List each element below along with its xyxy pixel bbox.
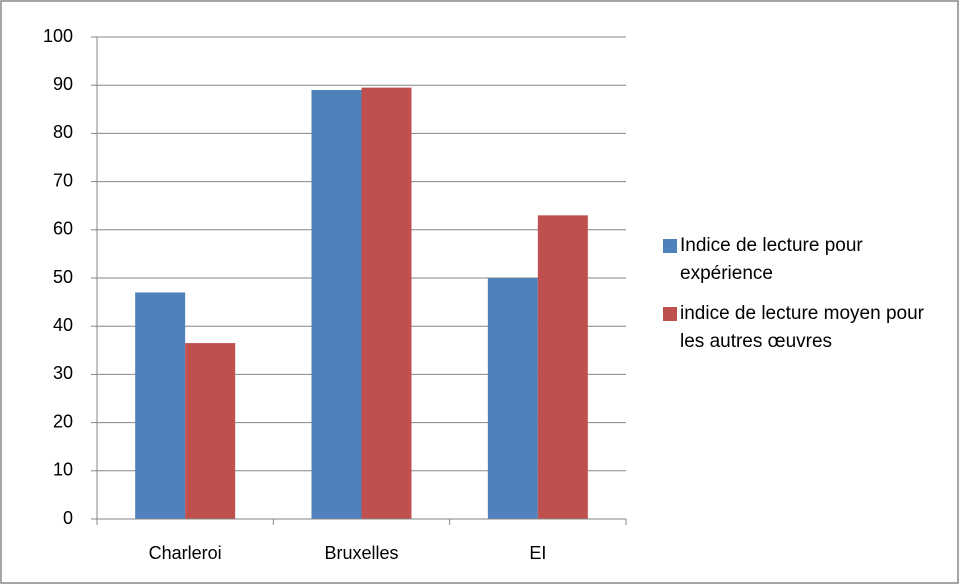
y-tick-label: 40	[53, 315, 73, 335]
legend-entry: indice de lecture moyen pour les autres …	[660, 300, 930, 356]
y-tick-label: 100	[43, 26, 73, 46]
legend-label: indice de lecture moyen pour les autres …	[680, 303, 924, 352]
y-tick-label: 90	[53, 74, 73, 94]
bar	[361, 87, 412, 520]
legend-swatch	[663, 307, 677, 321]
legend-label: Indice de lecture pour expérience	[680, 235, 863, 284]
bar	[487, 278, 538, 519]
y-tick-label: 60	[53, 219, 73, 239]
y-tick-label: 70	[53, 170, 73, 190]
x-tick-label: EI	[529, 543, 546, 563]
y-tick-label: 20	[53, 411, 73, 431]
legend-entry: Indice de lecture pour expérience	[660, 232, 930, 288]
y-tick-label: 50	[53, 267, 73, 287]
y-tick-label: 80	[53, 122, 73, 142]
y-tick-label: 30	[53, 363, 73, 383]
bar	[185, 343, 236, 519]
bar	[311, 90, 362, 520]
y-tick-label: 10	[53, 460, 73, 480]
bar	[537, 215, 588, 519]
x-tick-label: Bruxelles	[324, 543, 398, 563]
y-tick-label: 0	[63, 508, 73, 528]
bar	[135, 292, 186, 519]
x-tick-label: Charleroi	[149, 543, 222, 563]
legend-swatch	[663, 239, 677, 253]
legend: Indice de lecture pour expérience indice …	[660, 232, 930, 368]
